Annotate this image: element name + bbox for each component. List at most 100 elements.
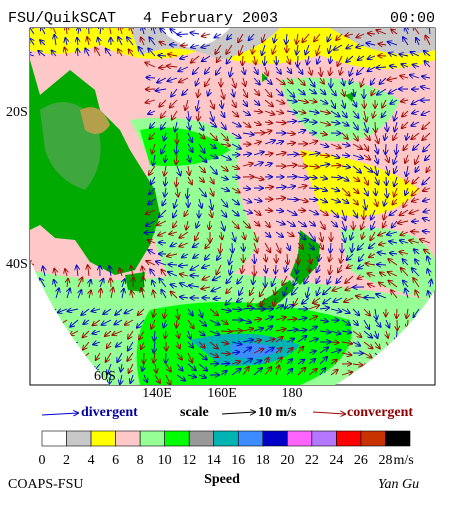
wind-arrow — [415, 331, 419, 340]
wind-arrow — [411, 231, 419, 232]
wind-arrow — [424, 331, 430, 336]
colorbar-swatch — [336, 431, 361, 446]
colorbar-swatch — [189, 431, 214, 446]
wind-arrow — [413, 320, 419, 326]
wind-arrow — [364, 297, 375, 298]
wind-arrow — [146, 77, 155, 78]
wind-arrow — [396, 353, 397, 363]
colorbar-swatch — [385, 431, 410, 446]
legend-arrow — [222, 412, 255, 414]
wind-arrow — [404, 331, 408, 339]
wind-arrow — [158, 55, 166, 56]
colorbar-tick: 8 — [137, 453, 144, 468]
wind-arrow — [190, 275, 199, 276]
colorbar-tick: 26 — [354, 453, 368, 468]
colorbar-tick: 18 — [256, 453, 270, 468]
footer-left: COAPS-FSU — [8, 477, 83, 492]
wind-arrow — [29, 331, 34, 338]
wind-arrow — [74, 364, 78, 373]
wind-arrow — [61, 353, 67, 359]
lat-label: 20S — [6, 105, 28, 120]
wind-arrow — [110, 278, 111, 287]
colorbar-unit: m/s — [393, 453, 413, 468]
colorbar-swatch — [263, 431, 288, 446]
wind-arrow — [232, 243, 233, 253]
wind-arrow — [52, 320, 56, 326]
colorbar-tick: 22 — [305, 453, 319, 468]
wind-arrow — [416, 342, 419, 349]
wind-arrow — [41, 320, 45, 328]
wind-arrow — [159, 242, 166, 243]
lat-label: 40S — [6, 257, 28, 272]
wind-arrow — [397, 364, 398, 371]
colorbar-tick: 0 — [39, 453, 46, 468]
wind-arrow — [76, 375, 78, 385]
wind-arrow — [377, 264, 386, 265]
colorbar-tick: 12 — [182, 453, 196, 468]
colorbar-swatch — [42, 431, 67, 446]
header-date: 4 February 2003 — [143, 10, 278, 27]
wind-arrow — [53, 375, 56, 385]
footer-right: Yan Gu — [378, 477, 419, 492]
wind-arrow — [412, 221, 419, 222]
wind-arrow — [51, 353, 56, 362]
wind-arrow — [70, 342, 78, 346]
lon-label: 180 — [282, 386, 303, 401]
wind-arrow — [275, 265, 276, 274]
wind-arrow — [42, 331, 45, 339]
wind-arrow — [44, 353, 45, 361]
wind-arrow — [396, 309, 397, 318]
wind-arrow — [408, 353, 409, 360]
wind-arrow — [386, 375, 394, 382]
colorbar-swatch — [238, 431, 263, 446]
wind-arrow — [32, 277, 34, 287]
wind-arrow — [375, 375, 384, 379]
header-source: FSU/QuikSCAT — [8, 10, 116, 27]
wind-arrow — [42, 364, 45, 372]
wind-arrow — [419, 375, 423, 384]
wind-arrow — [221, 363, 229, 364]
lat-label: 60S — [94, 369, 116, 384]
header-time: 00:00 — [390, 10, 435, 27]
legend-arrow — [42, 413, 78, 415]
wind-arrow — [429, 375, 430, 383]
lon-label: 140E — [142, 386, 172, 401]
colorbar-tick: 2 — [63, 453, 70, 468]
wind-arrow — [63, 364, 67, 372]
wind-arrow — [386, 364, 391, 369]
wind-arrow — [34, 375, 38, 384]
wind-arrow — [331, 165, 341, 166]
wind-arrow — [298, 210, 305, 211]
wind-arrow — [41, 309, 45, 316]
wind-arrow — [375, 122, 376, 132]
colorbar-swatch — [361, 431, 386, 446]
wind-arrow — [364, 364, 375, 365]
colorbar-label: Speed — [204, 472, 240, 487]
legend-convergent: convergent — [347, 405, 413, 420]
map-area — [27, 23, 435, 385]
wind-arrow — [63, 375, 67, 383]
wind-arrow — [386, 353, 390, 361]
wind-arrow — [309, 188, 318, 189]
wind-arrow — [51, 331, 56, 338]
wind-arrow — [53, 342, 56, 349]
wind-arrow — [423, 309, 430, 313]
legend-scale: scale — [180, 405, 209, 420]
wind-arrow — [42, 291, 45, 298]
wind-arrow — [385, 144, 386, 154]
colorbar-swatch — [116, 431, 141, 446]
wind-arrow — [407, 364, 408, 373]
colorbar-swatch — [165, 431, 190, 446]
colorbar-swatch — [214, 431, 239, 446]
wind-arrow — [85, 364, 89, 373]
wind-arrow — [397, 375, 405, 381]
wind-arrow — [63, 342, 67, 348]
colorbar-swatch — [287, 431, 312, 446]
colorbar-swatch — [312, 431, 337, 446]
wind-arrow — [74, 353, 78, 359]
colorbar-tick: 24 — [329, 453, 343, 468]
wind-arrow — [30, 269, 34, 276]
colorbar-tick: 14 — [207, 453, 221, 468]
